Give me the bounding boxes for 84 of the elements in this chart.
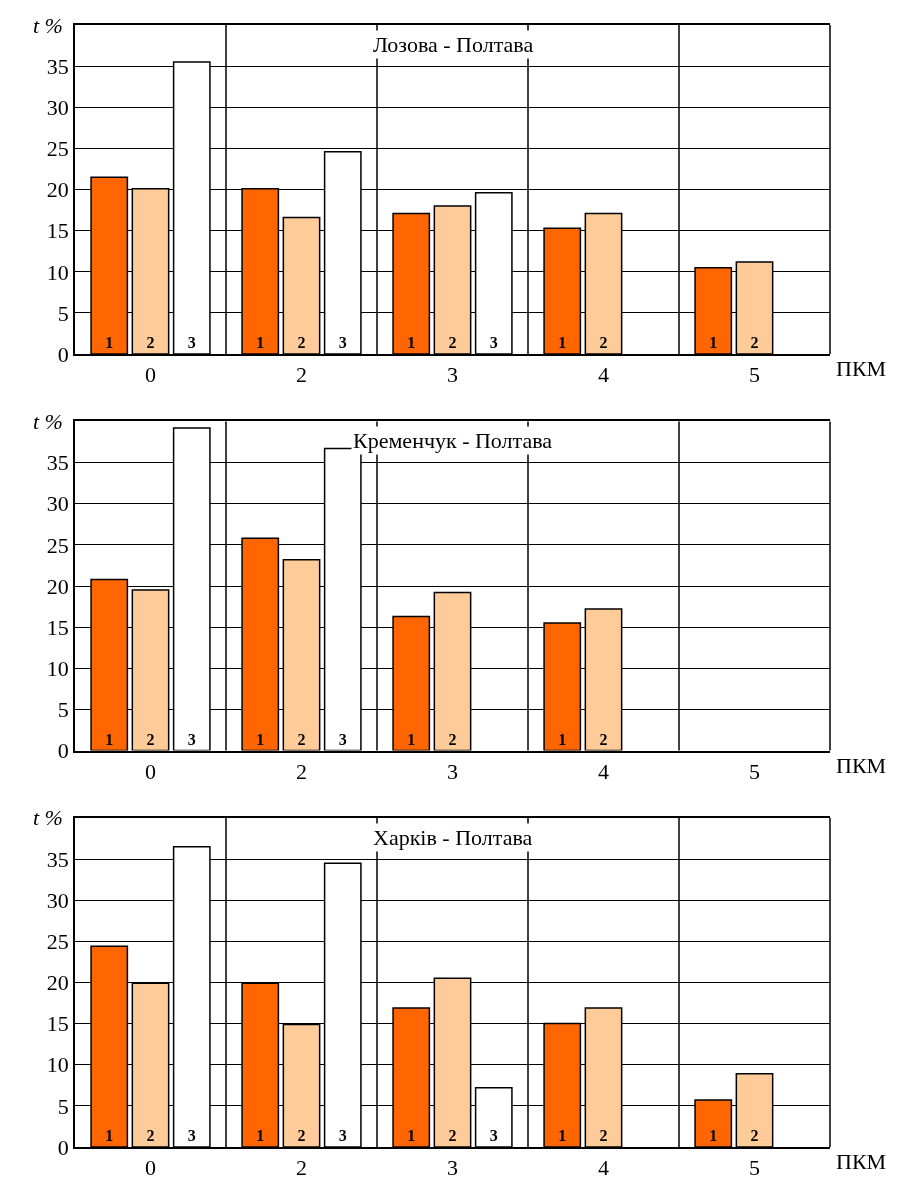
y-tick-label: 15: [46, 1011, 69, 1037]
y-tick-label: 5: [57, 697, 69, 723]
series-label: 3: [187, 730, 196, 748]
text: 1: [256, 730, 265, 748]
series-label: 3: [187, 1127, 196, 1144]
x-tick-label: 0: [145, 362, 156, 388]
x-tick-label: 3: [447, 362, 458, 388]
series-label: 1: [105, 334, 114, 352]
y-tick-label: 15: [46, 218, 69, 244]
series-label: 2: [146, 334, 155, 352]
chart-title: Харків - Полтава: [373, 825, 533, 850]
y-tick-label: 0: [57, 341, 69, 367]
text: 1: [407, 1127, 416, 1144]
text: 1: [709, 1127, 718, 1144]
category-label: 3: [338, 1127, 347, 1144]
y-axis-title: t %: [33, 13, 63, 38]
y-axis-title: t %: [33, 409, 63, 434]
y-tick-label: 20: [46, 573, 69, 599]
text: 3: [338, 730, 347, 748]
x-axis-title: ПКМ: [836, 356, 887, 381]
text: 1: [558, 334, 567, 352]
y-tick-label: 30: [46, 887, 69, 913]
y-tick-label: 0: [57, 1134, 69, 1160]
category-label: 2: [750, 1127, 759, 1144]
x-tick-label: 0: [145, 758, 156, 784]
text: 1: [256, 1127, 265, 1144]
y-tick-label: 35: [46, 53, 69, 79]
y-tick-label: 10: [46, 655, 69, 681]
text: 1: [407, 334, 416, 352]
text: 1: [558, 730, 567, 748]
text: 2: [297, 334, 306, 352]
category-label: 3: [489, 334, 498, 352]
y-tick-label: 25: [46, 136, 69, 162]
y-tick-label: 10: [46, 1052, 69, 1078]
series-label: 2: [146, 1127, 155, 1144]
category-label: 2: [297, 730, 306, 748]
category-label: 2: [750, 334, 759, 352]
x-tick-label: 4: [598, 1155, 609, 1181]
x-tick-label: 2: [296, 1155, 307, 1181]
chart-title: Лозова - Полтава: [373, 32, 534, 57]
text: 1: [407, 730, 416, 748]
text: 1: [709, 334, 718, 352]
x-axis-title: ПКМ: [836, 753, 887, 778]
category-label: 2: [599, 1127, 608, 1144]
x-tick-label: 5: [749, 1155, 760, 1181]
y-tick-label: 25: [46, 532, 69, 558]
y-axis-title: t %: [33, 805, 63, 830]
category-label: 2: [448, 730, 457, 748]
x-tick-label: 5: [749, 758, 760, 784]
x-tick-label: 4: [598, 758, 609, 784]
category-label: 3: [489, 1127, 498, 1144]
y-tick-label: 5: [57, 300, 69, 326]
x-tick-label: 3: [447, 758, 458, 784]
text: 3: [338, 334, 347, 352]
category-label: 2: [448, 334, 457, 352]
series-label: 2: [146, 730, 155, 748]
y-tick-label: 20: [46, 970, 69, 996]
y-tick-label: 15: [46, 614, 69, 640]
x-tick-label: 2: [296, 362, 307, 388]
series-label: 1: [105, 730, 114, 748]
y-tick-label: 5: [57, 1093, 69, 1119]
y-tick-label: 30: [46, 94, 69, 120]
chart-title: Кременчук - Полтава: [353, 428, 553, 453]
x-tick-label: 2: [296, 758, 307, 784]
y-tick-label: 35: [46, 450, 69, 476]
x-tick-label: 0: [145, 1155, 156, 1181]
text: 1: [558, 1127, 567, 1144]
series-label: 1: [105, 1127, 114, 1144]
y-tick-label: 0: [57, 738, 69, 764]
series-label: 3: [187, 334, 196, 352]
text: 2: [599, 334, 608, 352]
text: 1: [256, 334, 265, 352]
y-tick-label: 20: [46, 177, 69, 203]
y-tick-label: 10: [46, 259, 69, 285]
y-tick-label: 25: [46, 929, 69, 954]
x-axis-title: ПКМ: [836, 1149, 887, 1174]
y-tick-label: 35: [46, 846, 69, 872]
x-tick-label: 3: [447, 1155, 458, 1181]
category-label: 2: [599, 730, 608, 748]
y-tick-label: 30: [46, 491, 69, 517]
x-tick-label: 5: [749, 362, 760, 388]
category-label: 2: [448, 1127, 457, 1144]
category-label: 2: [297, 1127, 306, 1144]
x-tick-label: 4: [598, 362, 609, 388]
